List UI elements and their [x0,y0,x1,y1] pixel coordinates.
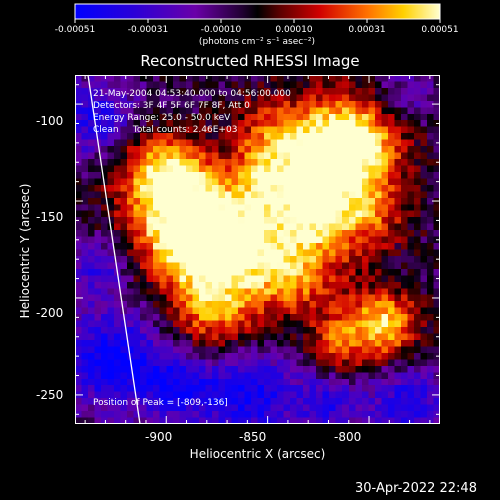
colorbar-tick-label: 0.00031 [348,25,386,35]
x-tick-label: -850 [239,430,267,444]
y-ticks [75,84,440,415]
y-tick-label: -250 [36,388,64,402]
colorbar-tick-label: -0.00051 [54,25,96,35]
x-tick-label: -800 [334,430,362,444]
plot-timestamp: 30-Apr-2022 22:48 [355,481,477,496]
peak-position-annotation: Position of Peak = [-809,-136] [93,398,228,408]
colorbar-frame [74,3,441,20]
clean-counts-annotation: Clean Total counts: 2.46E+03 [93,125,238,135]
detectors-annotation: Detectors: 3F 4F 5F 6F 7F 8F, Att 0 [93,101,250,111]
energy-range-annotation: Energy Range: 25.0 - 50.0 keV [93,113,231,123]
plot-frame [75,75,440,424]
reconstructed-image [75,75,440,424]
colorbar-ticks [74,19,441,23]
y-tick-label: -200 [36,306,64,320]
colorbar-units-label: (photons cm⁻² s⁻¹ asec⁻²) [198,37,316,47]
time-range-annotation: 21-May-2004 04:53:40.000 to 04:56:00.000 [93,89,291,99]
colorbar-gradient [75,4,440,19]
colorbar-tick-label: 0.00010 [275,25,313,35]
x-axis-label: Heliocentric X (arcsec) [189,447,326,461]
colorbar-tick-label: -0.00010 [200,25,242,35]
x-tick-label: -900 [145,430,173,444]
solar-limb-line [87,74,141,425]
colorbar-tick-label: 0.00051 [421,25,459,35]
x-ticks [84,75,431,424]
y-tick-label: -100 [36,114,64,128]
colorbar-tick-label: -0.00031 [127,25,169,35]
plot-title: Reconstructed RHESSI Image [140,52,360,70]
y-tick-label: -150 [36,210,64,224]
y-axis-label: Heliocentric Y (arcsec) [18,183,32,319]
colorbar [74,3,441,23]
